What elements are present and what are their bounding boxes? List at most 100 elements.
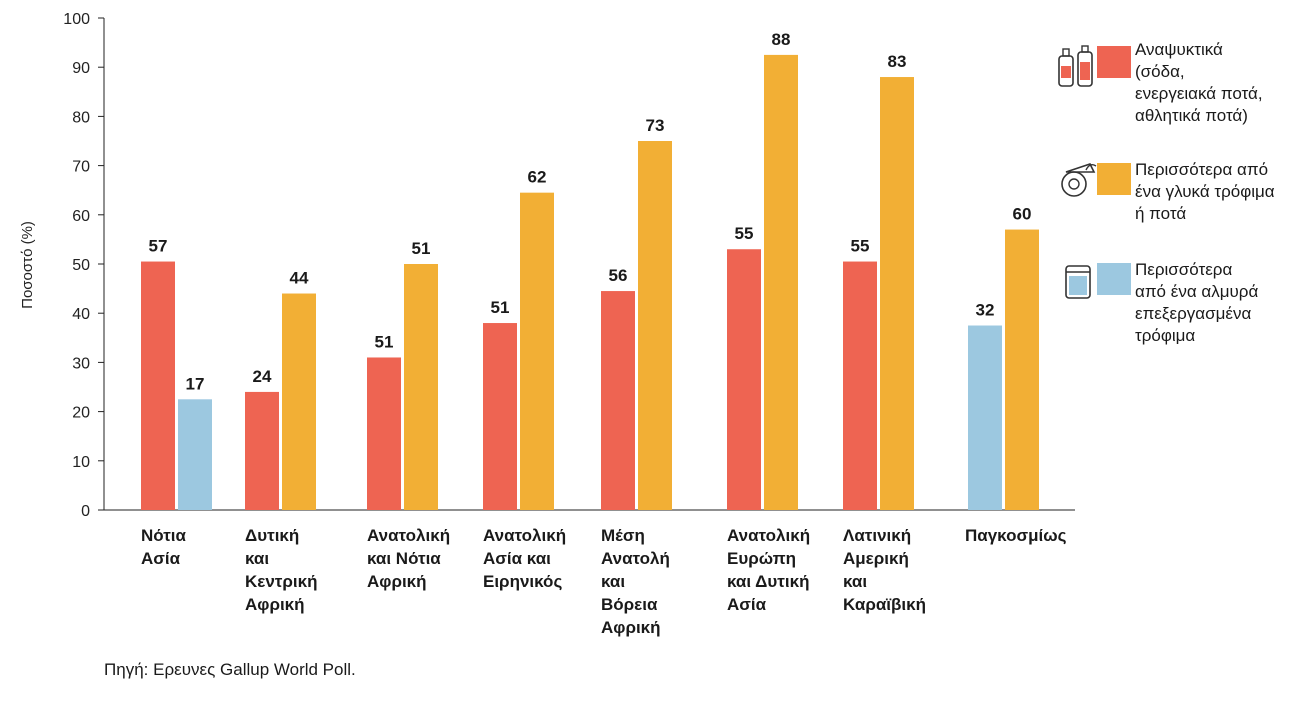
x-tick-label: Ανατολική Ευρώπη και Δυτική Ασία [727,526,810,614]
bar [282,293,316,510]
x-tick-label-line: και [843,572,867,591]
bar [367,357,401,510]
bar [404,264,438,510]
snack-jar-icon [1065,265,1091,299]
y-tick-label: 70 [72,159,90,176]
data-label: 51 [491,298,510,317]
x-tick-label-line: Ανατολική [483,526,566,545]
x-tick-label-line: Κεντρική [245,572,318,591]
legend-label: Περισσότερα από ένα αλμυρά επεξεργασμένα τρ… [1135,260,1258,345]
data-label: 55 [735,224,754,243]
data-label: 73 [646,116,665,135]
x-tick-label-line: Μέση [601,526,645,545]
y-axis-label: Ποσοστό (%) [19,221,36,309]
legend-label-line: από ένα αλμυρά [1135,282,1258,301]
y-tick-label: 100 [63,11,90,28]
x-tick-label-line: και [245,549,269,568]
x-tick-label-line: Ειρηνικός [483,572,562,591]
y-tick-label: 20 [72,405,90,422]
x-tick-label-line: Αφρική [601,618,661,637]
x-tick-label: Παγκοσμίως [965,526,1067,545]
x-tick-label-line: Ασία και [483,549,551,568]
legend-label-line: ένα γλυκά τρόφιμα [1135,182,1275,201]
source-note: Πηγή: Ερευνες Gallup World Poll. [104,660,356,679]
legend-swatch [1097,46,1131,78]
x-tick-label: Λατινική Αμερική και Καραϊβική [843,526,926,614]
x-tick-label-line: Καραϊβική [843,595,926,614]
x-tick-label-line: και [601,572,625,591]
x-tick-label-line: Ασία [141,549,181,568]
value-labels: 57 17 24 44 51 51 51 62 56 73 55 88 55 83 32 60 [149,30,1032,393]
data-label: 88 [772,30,791,49]
x-tick-label: Δυτική και Κεντρική Αφρική [245,526,318,614]
x-tick-label-line: Ασία [727,595,767,614]
bar [727,249,761,511]
y-tick-label: 10 [72,454,90,471]
data-label: 56 [609,266,628,285]
bar [601,291,635,510]
x-tick-label: Μέση Ανατολή και Βόρεια Αφρική [601,526,670,637]
x-tick-label-line: Ανατολή [601,549,670,568]
y-tick-label: 50 [72,257,90,274]
x-tick-label-line: Ευρώπη [727,549,796,568]
y-tick-label: 60 [72,208,90,225]
legend-label-line: Περισσότερα από [1135,160,1268,179]
bar [843,261,877,510]
bars [141,54,1039,511]
x-tick-label: Ανατολική και Νότια Αφρική [367,526,450,591]
x-tick-label: Ανατολική Ασία και Ειρηνικός [483,526,566,591]
legend-label-line: Αναψυκτικά [1135,40,1223,59]
bar [764,54,798,511]
y-tick-label: 90 [72,60,90,77]
data-label: 32 [976,301,995,320]
legend-label-line: ή ποτά [1135,204,1186,223]
bar [968,325,1002,510]
legend-label-line: αθλητικά ποτά) [1135,106,1248,125]
bar [880,77,914,510]
y-tick-label: 30 [72,355,90,372]
data-label: 44 [290,269,309,288]
x-tick-label-line: Νότια [141,526,186,545]
legend-label: Αναψυκτικά (σόδα, ενεργειακά ποτά, αθλητικά… [1135,40,1263,125]
axes: 0 10 20 30 40 50 60 70 80 90 100 Ποσοστό (%) [19,11,1075,520]
x-tick-label-line: και Δυτική [727,572,809,591]
soda-bottles-icon [1058,45,1093,87]
legend: Αναψυκτικά (σόδα, ενεργειακά ποτά, αθλητικά… [1058,40,1275,345]
bar [520,192,554,510]
data-label: 17 [186,374,205,393]
x-tick-label-line: Αμερική [843,549,909,568]
x-tick-label: Νότια Ασία [141,526,186,568]
legend-swatch [1097,163,1131,195]
bar [178,399,212,510]
bar [638,141,672,510]
data-label: 51 [375,332,394,351]
legend-label: Περισσότερα από ένα γλυκά τρόφιμα ή ποτά [1135,160,1275,223]
x-tick-label-line: Δυτική [245,526,299,545]
x-tick-label-line: Βόρεια [601,595,658,614]
y-tick-label: 40 [72,306,90,323]
bar [483,323,517,510]
x-tick-label-line: Ανατολική [367,526,450,545]
x-tick-label-line: Αφρική [367,572,427,591]
x-tick-label-line: Ανατολική [727,526,810,545]
x-tick-label-line: Αφρική [245,595,305,614]
bar [245,391,279,510]
legend-label-line: (σόδα, [1135,62,1185,81]
y-tick-label: 80 [72,109,90,126]
legend-label-line: ενεργειακά ποτά, [1135,84,1263,103]
data-label: 83 [888,52,907,71]
data-label: 57 [149,237,168,256]
x-tick-label-line: και Νότια [367,549,441,568]
legend-label-line: επεξεργασμένα [1135,304,1251,323]
x-tick-label-line: Λατινική [843,526,911,545]
x-tick-label-line: Παγκοσμίως [965,526,1067,545]
data-label: 55 [851,237,870,256]
bar [141,261,175,510]
data-label: 51 [412,239,431,258]
legend-label-line: Περισσότερα [1135,260,1232,279]
data-label: 60 [1013,205,1032,224]
bar [1005,229,1039,510]
data-label: 62 [528,168,547,187]
